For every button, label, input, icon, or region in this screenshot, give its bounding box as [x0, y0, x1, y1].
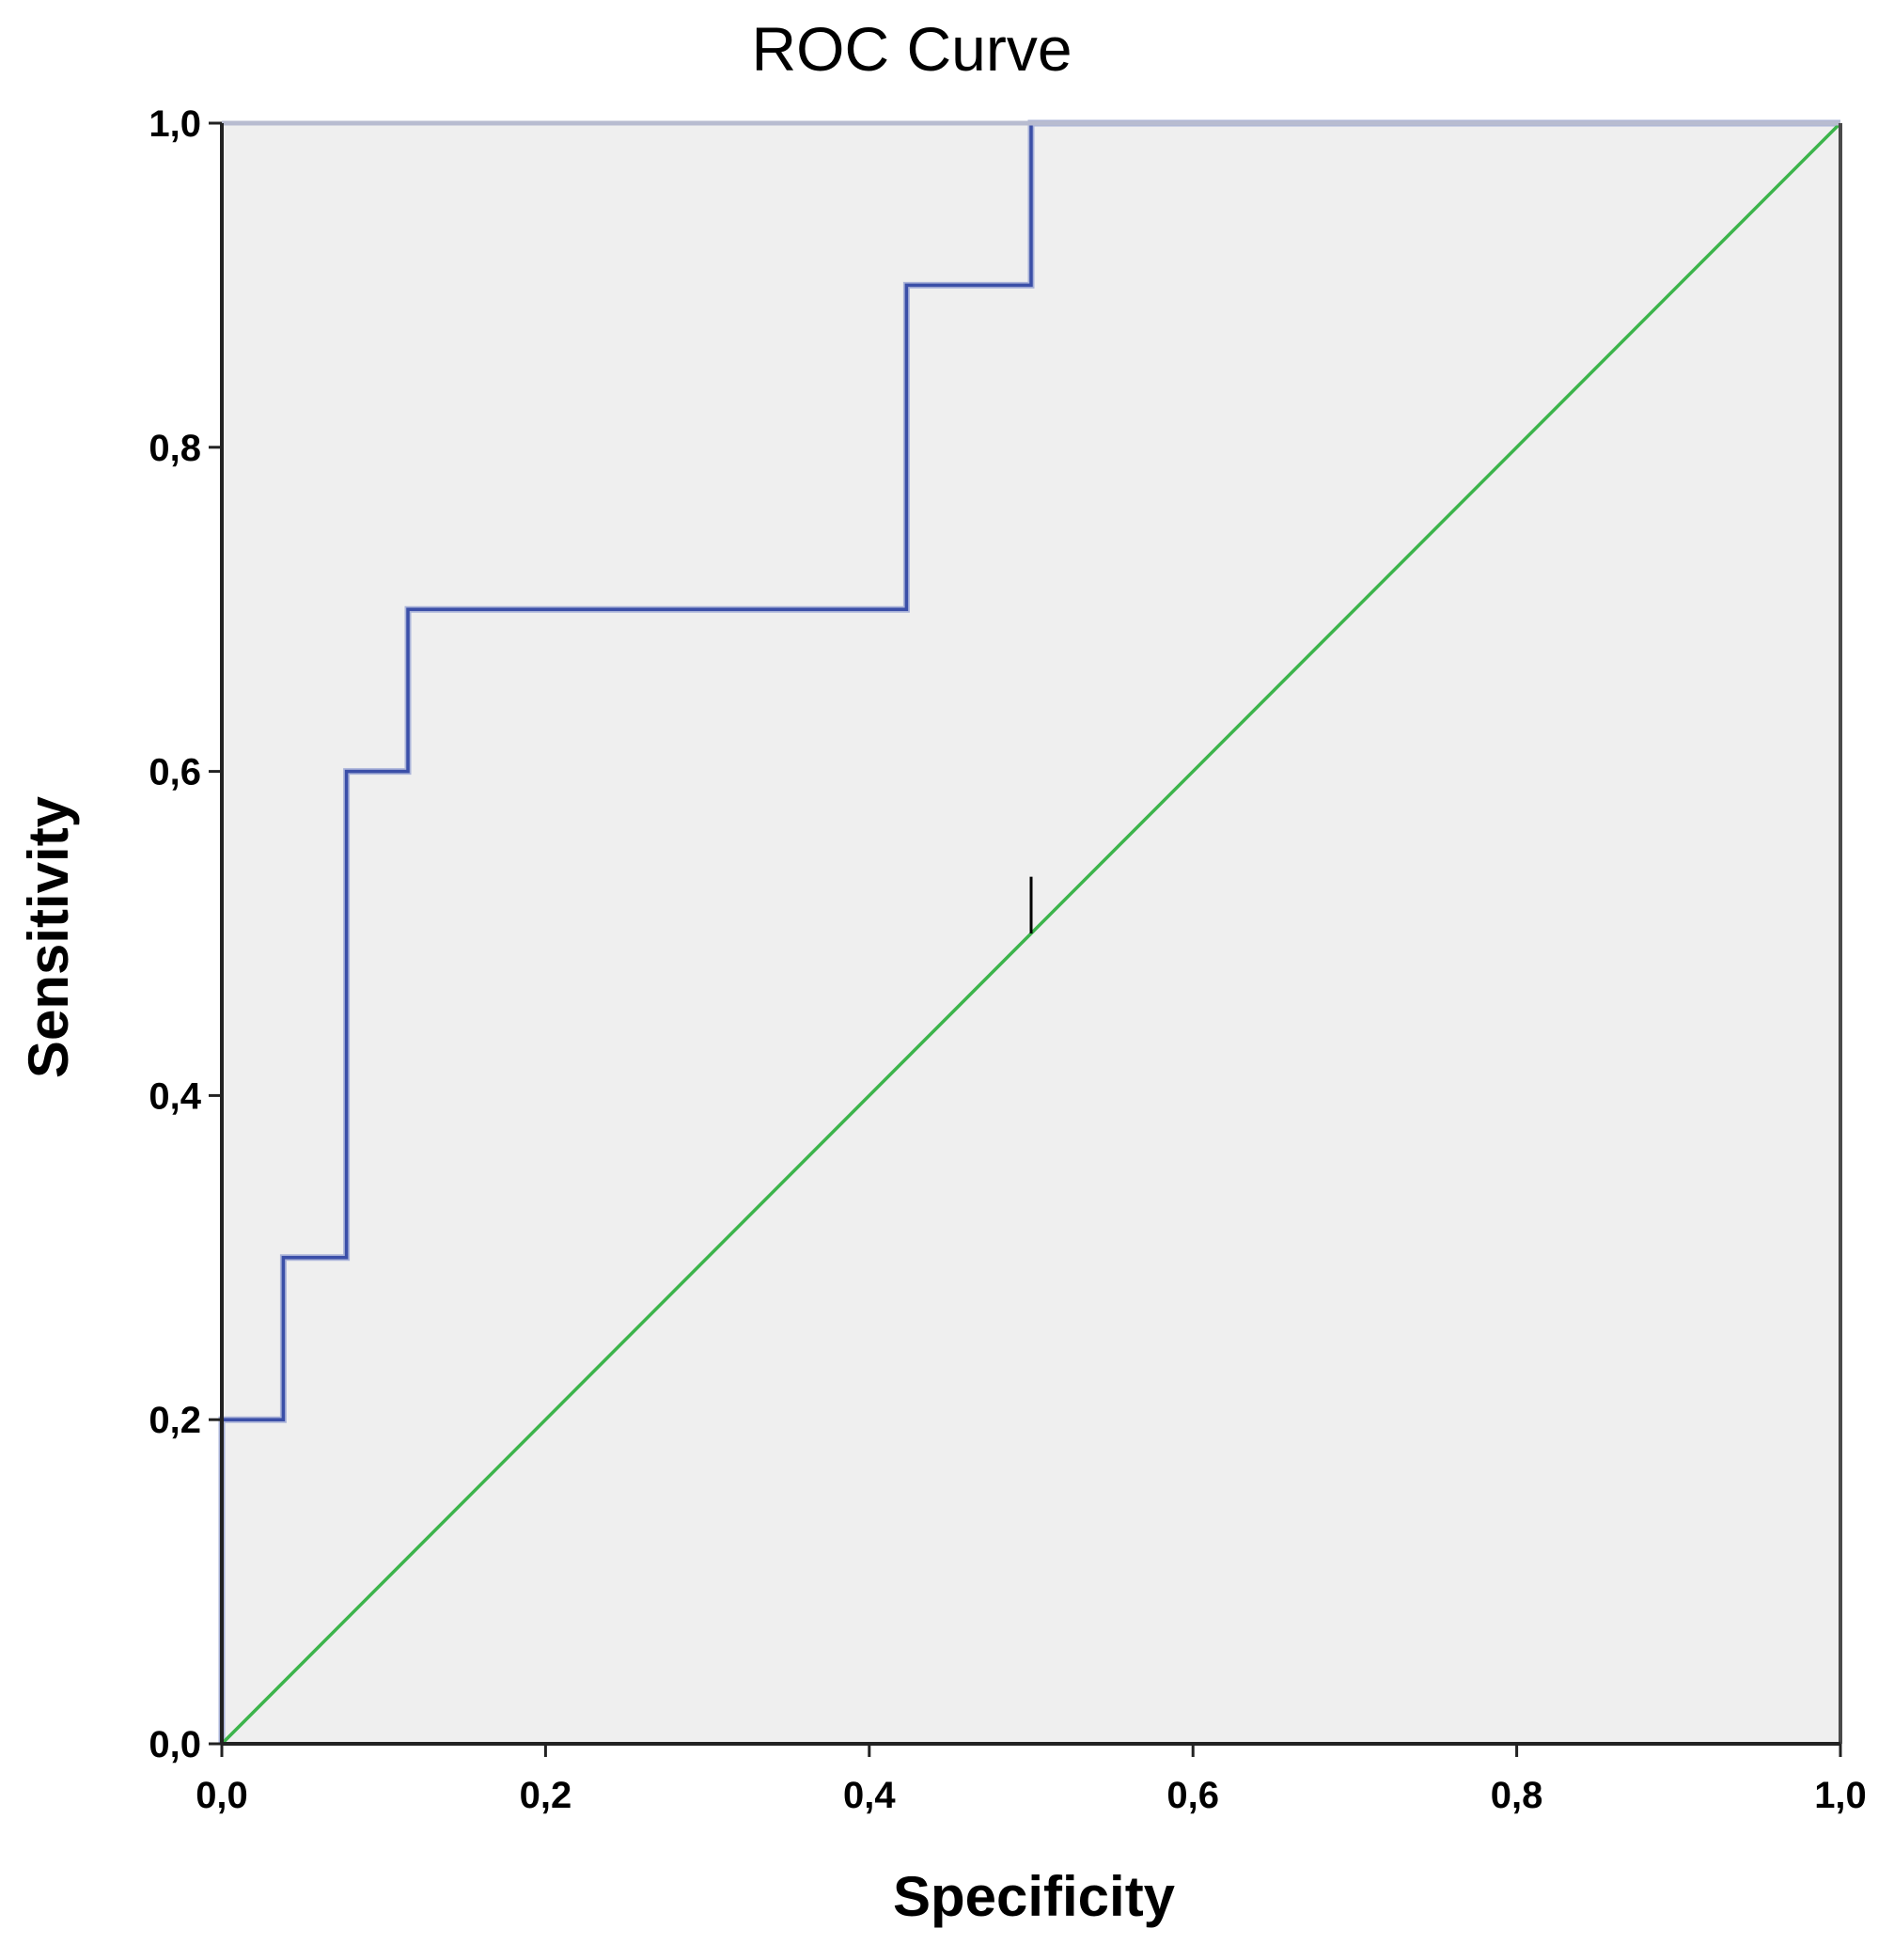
- y-tick-label: 0,6: [149, 752, 201, 793]
- x-tick-label: 1,0: [1814, 1775, 1867, 1816]
- roc-curve-line: [220, 121, 1840, 1744]
- axis-ticks: 0,0 0,2 0,4 0,6 0,8 1,0 0,0 0,2 0,4 0,6 0,8 1,0: [149, 103, 1866, 1816]
- y-tick-label: 0,2: [149, 1400, 201, 1441]
- plot-area: [218, 119, 1842, 1746]
- y-tick-label: 0,0: [149, 1724, 201, 1765]
- x-tick-label: 0,8: [1491, 1775, 1543, 1816]
- x-tick-label: 0,0: [196, 1775, 248, 1816]
- chart-title: ROC Curve: [751, 14, 1072, 84]
- x-axis-label: Specificity: [893, 1865, 1176, 1928]
- x-tick-label: 0,4: [843, 1775, 896, 1816]
- y-tick-label: 0,4: [149, 1075, 201, 1117]
- y-tick-label: 1,0: [149, 103, 201, 145]
- y-axis-label: Sensitivity: [17, 795, 80, 1078]
- x-tick-label: 0,2: [520, 1775, 572, 1816]
- y-tick-label: 0,8: [149, 428, 201, 469]
- x-tick-label: 0,6: [1166, 1775, 1219, 1816]
